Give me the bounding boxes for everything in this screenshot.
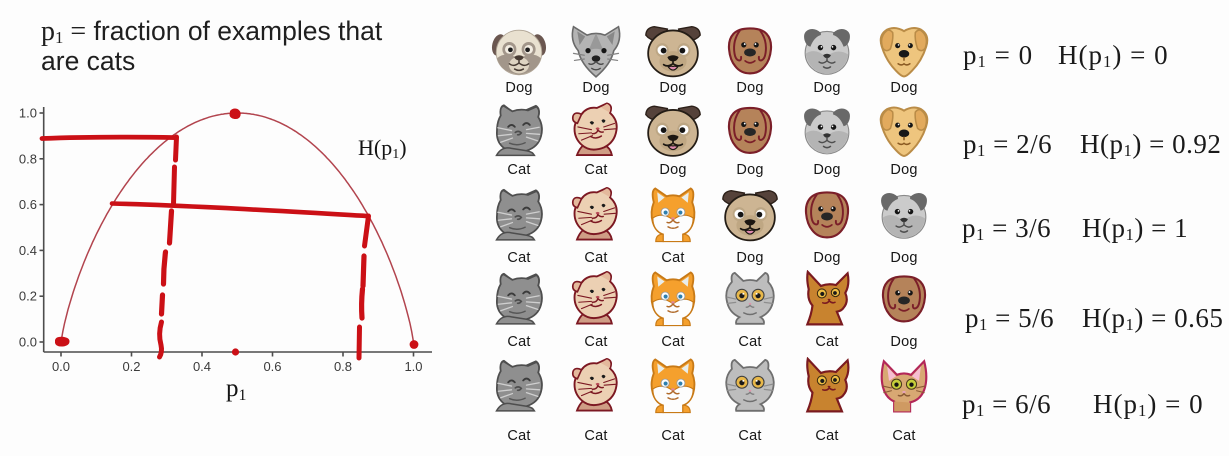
- svg-text:0.6: 0.6: [263, 359, 281, 374]
- svg-text:1.0: 1.0: [404, 359, 422, 374]
- svg-text:H(p1): H(p1): [358, 135, 407, 162]
- svg-text:0.8: 0.8: [334, 359, 352, 374]
- svg-text:0.8: 0.8: [19, 151, 37, 166]
- svg-text:0.2: 0.2: [19, 289, 37, 304]
- svg-text:0.6: 0.6: [19, 197, 37, 212]
- svg-text:0.0: 0.0: [19, 335, 37, 350]
- svg-text:p1: p1: [226, 375, 247, 404]
- svg-text:0.2: 0.2: [122, 359, 140, 374]
- svg-text:1.0: 1.0: [19, 106, 37, 121]
- svg-text:0.4: 0.4: [193, 359, 211, 374]
- svg-text:0.0: 0.0: [52, 359, 70, 374]
- svg-text:0.4: 0.4: [19, 243, 37, 258]
